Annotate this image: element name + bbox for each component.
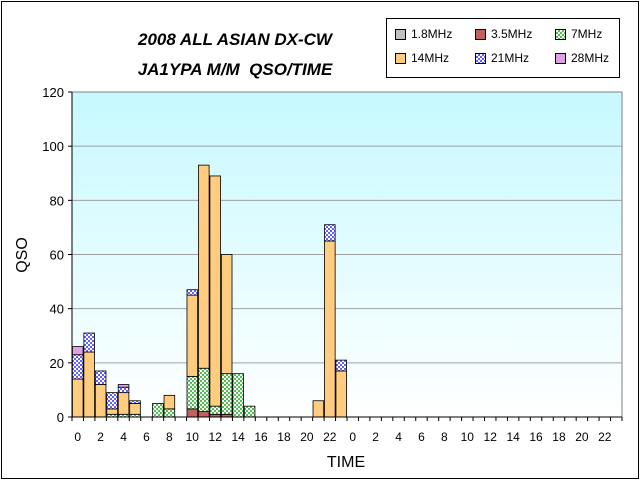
bar-segment-14MHz xyxy=(220,254,233,375)
bar-segment-14MHz xyxy=(324,240,336,418)
bar-segment-21MHz xyxy=(335,359,347,372)
x-tick-label: 18 xyxy=(552,430,566,444)
chart-title-line1: 2008 ALL ASIAN DX-CW xyxy=(138,30,332,49)
bar-segment-14MHz xyxy=(129,403,141,415)
bar-segment-7MHz xyxy=(232,373,244,418)
x-tick-label: 2 xyxy=(97,430,104,444)
y-axis-label: QSO xyxy=(14,237,31,273)
legend-swatch xyxy=(475,53,486,64)
x-tick-label: 0 xyxy=(74,430,81,444)
bar-segment-7MHz xyxy=(243,405,256,418)
legend-label: 1.8MHz xyxy=(411,27,453,41)
y-tick-label: 0 xyxy=(57,410,64,425)
bar-segment-3.5MHz xyxy=(198,411,210,418)
legend-label: 3.5MHz xyxy=(491,27,533,41)
bar-segment-14MHz xyxy=(163,394,176,410)
grid-lines xyxy=(72,145,622,364)
x-tick-label: 6 xyxy=(418,430,425,444)
bar-segment-21MHz xyxy=(72,354,84,380)
x-tick-label: 8 xyxy=(441,430,448,444)
bar-segment-21MHz xyxy=(83,332,95,353)
x-tick-label: 22 xyxy=(323,430,337,444)
bar-segment-14MHz xyxy=(186,294,199,377)
x-tick-label: 6 xyxy=(143,430,150,444)
x-tick-label: 12 xyxy=(209,430,223,444)
bar-segment-7MHz xyxy=(186,375,199,410)
legend-swatch xyxy=(395,29,406,40)
bar-segment-14MHz xyxy=(72,378,84,418)
bar-segment-21MHz xyxy=(324,224,336,242)
bars xyxy=(72,164,347,418)
x-tick-label: 2 xyxy=(372,430,379,444)
bar-segment-21MHz xyxy=(117,386,130,394)
bar-segment-7MHz xyxy=(220,373,233,415)
bar-segment-7MHz xyxy=(209,405,221,415)
bar-segment-14MHz xyxy=(198,164,210,369)
bar-segment-3.5MHz xyxy=(186,408,199,418)
y-tick-label: 20 xyxy=(50,356,64,371)
legend-swatch xyxy=(555,53,566,64)
x-tick-label: 16 xyxy=(529,430,543,444)
x-tick-label: 14 xyxy=(231,430,245,444)
bar-segment-14MHz xyxy=(83,351,95,418)
y-tick-label: 100 xyxy=(42,139,64,154)
x-tick-label: 14 xyxy=(506,430,520,444)
legend: 1.8MHz 3.5MHz 7MHz 14MHz 21MHz 28MHz xyxy=(386,18,620,78)
x-tick-label: 12 xyxy=(484,430,498,444)
bar-segment-14MHz xyxy=(94,384,107,418)
bar-segment-21MHz xyxy=(94,370,107,385)
legend-swatch xyxy=(395,53,406,64)
bar-segment-7MHz xyxy=(198,367,210,412)
x-tick-label: 22 xyxy=(598,430,612,444)
y-tick-label: 60 xyxy=(50,248,64,263)
legend-label: 28MHz xyxy=(571,51,610,65)
bar-segment-21MHz xyxy=(186,289,199,296)
bar-segment-14MHz xyxy=(117,392,130,415)
x-tick-label: 18 xyxy=(277,430,291,444)
legend-label: 14MHz xyxy=(411,51,450,65)
x-tick-label: 8 xyxy=(166,430,173,444)
x-tick-label: 16 xyxy=(254,430,268,444)
x-tick-label: 4 xyxy=(120,430,127,444)
bar-segment-7MHz xyxy=(152,403,164,418)
bar-segment-14MHz xyxy=(312,400,325,418)
x-tick-label: 0 xyxy=(349,430,356,444)
bar-segment-14MHz xyxy=(335,370,347,418)
y-tick-label: 40 xyxy=(50,302,64,317)
legend-swatch xyxy=(475,29,486,40)
x-axis-label: TIME xyxy=(327,454,365,471)
bar-segment-14MHz xyxy=(209,175,221,407)
bar-segment-14MHz xyxy=(106,408,118,415)
legend-label: 7MHz xyxy=(571,27,603,41)
y-tick-label: 80 xyxy=(50,193,64,208)
bar-segment-7MHz xyxy=(163,408,176,418)
bar-segment-28MHz xyxy=(117,384,130,388)
x-tick-label: 10 xyxy=(461,430,475,444)
bar-segment-28MHz xyxy=(72,346,84,356)
chart-title-line2: JA1YPA M/M QSO/TIME xyxy=(137,60,333,79)
bar-segment-21MHz xyxy=(129,400,141,404)
legend-swatch xyxy=(555,29,566,40)
x-tick-label: 20 xyxy=(575,430,589,444)
bar-segment-21MHz xyxy=(106,392,118,410)
x-tick-label: 4 xyxy=(395,430,402,444)
x-tick-label: 20 xyxy=(300,430,314,444)
x-tick-label: 10 xyxy=(186,430,200,444)
legend-label: 21MHz xyxy=(491,51,530,65)
y-tick-label: 120 xyxy=(42,85,64,100)
